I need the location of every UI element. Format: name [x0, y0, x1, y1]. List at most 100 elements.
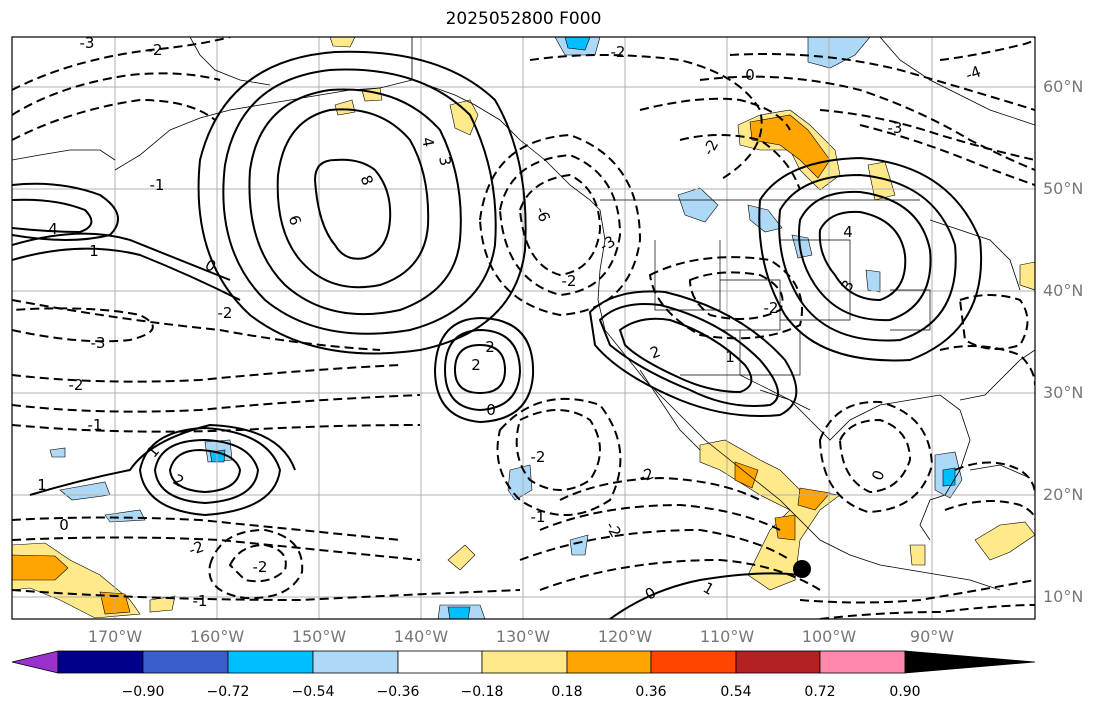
- contour-label: -2: [611, 43, 626, 61]
- contour-label: -2: [69, 376, 84, 394]
- contour-high-mid-ring2: [443, 328, 522, 412]
- colorbar-segment: [312, 650, 399, 674]
- anomaly-fill-blue-north2: [807, 37, 871, 69]
- anomaly-fill-yellow-small7: [1019, 261, 1035, 291]
- anomaly-fill-blue-us2: [865, 269, 881, 293]
- contour-neg-canada4: [729, 53, 1035, 111]
- contour-label: -2: [636, 464, 656, 486]
- colorbar-segment: [142, 650, 229, 674]
- contour-neg-north2: [12, 72, 221, 116]
- location-marker: [793, 560, 811, 578]
- contour-high-ring5: [197, 50, 527, 355]
- anomaly-fill-cyan-north1: [564, 37, 591, 51]
- colorbar-tick: −0.18: [460, 684, 504, 700]
- contour-label: 4: [843, 223, 853, 241]
- lon-label: 140°W: [393, 627, 449, 646]
- lat-label: 60°N: [1043, 77, 1084, 96]
- contour-neg-north3: [12, 98, 216, 141]
- contour-neg-sw5: [12, 589, 521, 602]
- contour-neg-north1: [12, 37, 231, 91]
- anomaly-fill-yellow-small6: [909, 544, 926, 566]
- contour-high-mid-ring3: [433, 316, 535, 424]
- contour-neg-canada3: [699, 75, 1035, 171]
- contour-neg-east2: [939, 345, 1035, 386]
- contour-neg-sw4: [208, 528, 304, 600]
- contour-label: 0: [486, 401, 496, 419]
- contour-label: 4: [418, 136, 437, 149]
- coastline-west-us: [597, 209, 1001, 591]
- contour-neg-canada1: [639, 97, 791, 131]
- colorbar: [11, 650, 1036, 674]
- colorbar-segment: [566, 650, 652, 674]
- contour-label: 4: [48, 220, 58, 238]
- contour-high-sw-ring1: [168, 448, 242, 494]
- colorbar-segment: [397, 650, 483, 674]
- border-states3: [739, 330, 801, 376]
- lon-label: 90°W: [909, 627, 955, 646]
- contour-neg-mid2: [496, 397, 622, 516]
- contour-ridge-west2: [12, 247, 241, 301]
- anomaly-fill-blue-canada2: [747, 204, 783, 233]
- contour-neg-sw3: [228, 543, 287, 583]
- contour-neg-west1: [12, 299, 381, 351]
- contour-label: -3: [91, 334, 106, 352]
- contour-high-east-ring1: [818, 210, 907, 302]
- contour-label: -1: [150, 176, 165, 194]
- colorbar-segment: [227, 650, 314, 674]
- colorbar-segment: [11, 650, 59, 674]
- contour-label: 1: [89, 242, 99, 260]
- anomaly-fill-yellow-canada2: [867, 161, 896, 201]
- contour-label: 3: [435, 155, 454, 168]
- contour-label: 1: [725, 348, 735, 366]
- contour-neg-canada2: [679, 134, 801, 191]
- colorbar-tick: 0.90: [889, 684, 921, 700]
- contour-label: -6: [532, 204, 554, 224]
- map-title: 2025052800 F000: [445, 9, 602, 29]
- contour-neg-mid3: [559, 476, 761, 501]
- contour-high-east-ring3: [778, 173, 957, 342]
- colorbar-tick: 0.36: [635, 684, 667, 700]
- contour-high-mid-ring1: [453, 343, 507, 395]
- anomaly-fill-orange-west: [12, 554, 69, 581]
- lon-label: 130°W: [495, 627, 551, 646]
- lon-label: 150°W: [291, 627, 347, 646]
- contour-neg-south1: [799, 579, 1035, 604]
- anomaly-fill-orange-mexico3: [774, 514, 796, 541]
- anomaly-fill-blue-mid2: [569, 534, 589, 556]
- positive-contours: [12, 50, 983, 619]
- contour-neg-east1: [958, 294, 1029, 350]
- contour-neg-rightmid: [954, 461, 1035, 496]
- contour-neg-gulf1: [838, 418, 912, 494]
- contour-neg-mid6: [539, 558, 821, 591]
- contour-high-southwest-ridge2: [618, 317, 753, 394]
- contour-neg-rightmid2: [944, 500, 1035, 521]
- contour-neg-mid4: [539, 503, 781, 531]
- contour-label: -2: [531, 448, 546, 466]
- contour-ridge-west3: [12, 182, 119, 241]
- contour-label: -2: [186, 537, 206, 559]
- contour-south-one: [609, 572, 801, 619]
- shaded-anomalies: [12, 37, 1035, 619]
- contour-label: -3: [80, 34, 95, 52]
- contour-label: -2: [562, 272, 577, 290]
- anomaly-fill-orange-canada: [749, 114, 831, 179]
- lat-label: 30°N: [1043, 383, 1084, 402]
- contour-label: 0: [745, 66, 755, 84]
- contour-neg-south2: [819, 604, 1035, 619]
- lat-label: 10°N: [1043, 587, 1084, 606]
- contour-label: -2: [764, 299, 779, 317]
- lon-label: 110°W: [699, 627, 755, 646]
- colorbar-tick: 0.72: [804, 684, 836, 700]
- colorbar-tick: −0.54: [291, 684, 335, 700]
- coastline-hudson: [879, 37, 1035, 126]
- colorbar-segment: [57, 650, 144, 674]
- negative-contours: [12, 37, 1035, 619]
- coastline-bering: [189, 37, 271, 86]
- contour-label: 1: [37, 476, 47, 494]
- colorbar-segment: [819, 650, 906, 674]
- contour-label: 0: [59, 516, 69, 534]
- contour-ridge-west4: [12, 198, 93, 234]
- colorbar-segment: [735, 650, 821, 674]
- colorbar-tick: 0.18: [551, 684, 583, 700]
- contour-label: -2: [253, 558, 268, 576]
